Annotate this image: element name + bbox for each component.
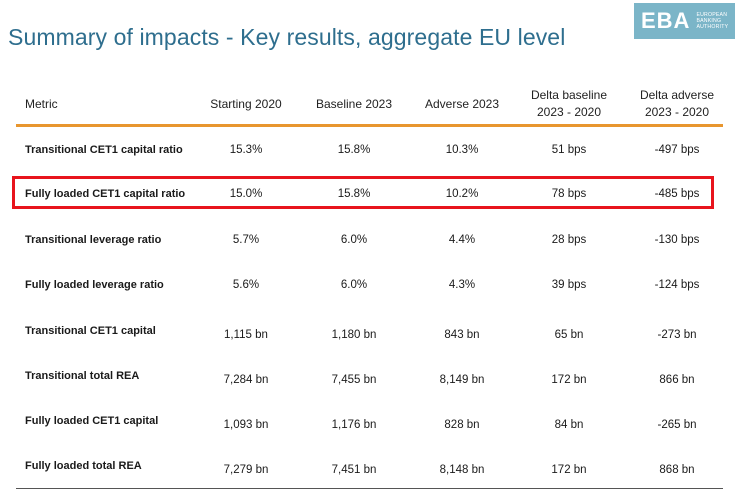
baseline-cell: 6.0% bbox=[340, 234, 368, 246]
delta-baseline-cell: 78 bps bbox=[551, 188, 587, 200]
adverse-cell: 828 bn bbox=[444, 419, 480, 431]
adverse-cell: 4.3% bbox=[448, 279, 476, 291]
metric-cell: Fully loaded leverage ratio bbox=[25, 279, 164, 291]
metric-cell: Transitional leverage ratio bbox=[25, 234, 162, 246]
delta-baseline-cell: 28 bps bbox=[551, 234, 587, 246]
delta-baseline-cell: 65 bn bbox=[554, 329, 584, 341]
baseline-cell: 6.0% bbox=[340, 279, 368, 291]
delta-adverse-cell: -485 bps bbox=[654, 188, 700, 200]
logo-mark: EBA bbox=[641, 8, 691, 33]
metric-cell: Fully loaded CET1 capital bbox=[25, 415, 159, 427]
adverse-cell: 10.3% bbox=[445, 144, 479, 156]
adverse-cell: 8,149 bn bbox=[439, 374, 485, 386]
col-header-delta-baseline: Delta baseline 2023 - 2020 bbox=[519, 84, 619, 124]
col-header-metric: Metric bbox=[25, 96, 58, 111]
col-header-delta-adverse: Delta adverse 2023 - 2020 bbox=[627, 84, 727, 124]
delta-baseline-cell: 51 bps bbox=[551, 144, 587, 156]
logo-line-2: BANKING bbox=[696, 18, 722, 24]
table-row: Transitional total REA 7,284 bn 7,455 bn… bbox=[0, 366, 741, 386]
metric-cell: Fully loaded total REA bbox=[25, 460, 142, 472]
col-header-baseline: Baseline 2023 bbox=[315, 96, 393, 111]
adverse-cell: 10.2% bbox=[445, 188, 479, 200]
delta-baseline-cell: 172 bn bbox=[551, 374, 587, 386]
col-header-delta-baseline-line2: 2023 - 2020 bbox=[536, 105, 602, 119]
metric-cell: Transitional CET1 capital bbox=[25, 325, 156, 337]
metric-cell: Transitional CET1 capital ratio bbox=[25, 144, 183, 156]
baseline-cell: 1,180 bn bbox=[331, 329, 377, 341]
delta-adverse-cell: 868 bn bbox=[659, 464, 695, 476]
table-bottom-rule bbox=[16, 488, 723, 489]
metric-cell: Transitional total REA bbox=[25, 370, 140, 382]
starting-cell: 15.3% bbox=[229, 144, 263, 156]
col-header-adverse: Adverse 2023 bbox=[424, 96, 500, 111]
adverse-cell: 8,148 bn bbox=[439, 464, 485, 476]
baseline-cell: 1,176 bn bbox=[331, 419, 377, 431]
col-header-delta-baseline-line1: Delta baseline bbox=[530, 88, 608, 102]
adverse-cell: 843 bn bbox=[444, 329, 480, 341]
col-header-delta-adverse-line1: Delta adverse bbox=[639, 88, 715, 102]
col-header-starting: Starting 2020 bbox=[210, 96, 282, 111]
logo-text: EUROPEAN BANKING AUTHORITY bbox=[696, 12, 728, 30]
delta-baseline-cell: 84 bn bbox=[554, 419, 584, 431]
logo-line-3: AUTHORITY bbox=[696, 24, 729, 30]
starting-cell: 7,284 bn bbox=[223, 374, 269, 386]
baseline-cell: 7,451 bn bbox=[331, 464, 377, 476]
delta-baseline-cell: 172 bn bbox=[551, 464, 587, 476]
starting-cell: 5.7% bbox=[232, 234, 260, 246]
table-row: Fully loaded CET1 capital 1,093 bn 1,176… bbox=[0, 411, 741, 431]
delta-adverse-cell: 866 bn bbox=[659, 374, 695, 386]
page-title: Summary of impacts - Key results, aggreg… bbox=[8, 24, 566, 50]
starting-cell: 15.0% bbox=[229, 188, 263, 200]
starting-cell: 5.6% bbox=[232, 279, 260, 291]
delta-adverse-cell: -124 bps bbox=[654, 279, 700, 291]
table-row: Transitional CET1 capital ratio 15.3% 15… bbox=[0, 140, 741, 160]
table-header: Metric Starting 2020 Baseline 2023 Adver… bbox=[0, 84, 741, 124]
adverse-cell: 4.4% bbox=[448, 234, 476, 246]
baseline-cell: 15.8% bbox=[337, 144, 371, 156]
table-row: Transitional CET1 capital 1,115 bn 1,180… bbox=[0, 321, 741, 341]
table-row: Fully loaded total REA 7,279 bn 7,451 bn… bbox=[0, 456, 741, 476]
starting-cell: 1,093 bn bbox=[223, 419, 269, 431]
baseline-cell: 7,455 bn bbox=[331, 374, 377, 386]
logo-line-1: EUROPEAN bbox=[696, 12, 728, 18]
eba-logo: EBA EUROPEAN BANKING AUTHORITY bbox=[634, 3, 735, 39]
delta-adverse-cell: -497 bps bbox=[654, 144, 700, 156]
starting-cell: 1,115 bn bbox=[224, 329, 268, 341]
delta-adverse-cell: -265 bn bbox=[657, 419, 697, 431]
table-row: Transitional leverage ratio 5.7% 6.0% 4.… bbox=[0, 230, 741, 250]
table-row: Fully loaded leverage ratio 5.6% 6.0% 4.… bbox=[0, 275, 741, 295]
col-header-delta-adverse-line2: 2023 - 2020 bbox=[644, 105, 710, 119]
header-divider bbox=[16, 124, 723, 127]
delta-adverse-cell: -130 bps bbox=[654, 234, 700, 246]
metric-cell: Fully loaded CET1 capital ratio bbox=[25, 188, 186, 200]
delta-baseline-cell: 39 bps bbox=[551, 279, 587, 291]
highlight-box bbox=[12, 176, 714, 209]
starting-cell: 7,279 bn bbox=[223, 464, 269, 476]
baseline-cell: 15.8% bbox=[337, 188, 371, 200]
delta-adverse-cell: -273 bn bbox=[657, 329, 697, 341]
table-row-highlighted: Fully loaded CET1 capital ratio 15.0% 15… bbox=[0, 184, 741, 204]
